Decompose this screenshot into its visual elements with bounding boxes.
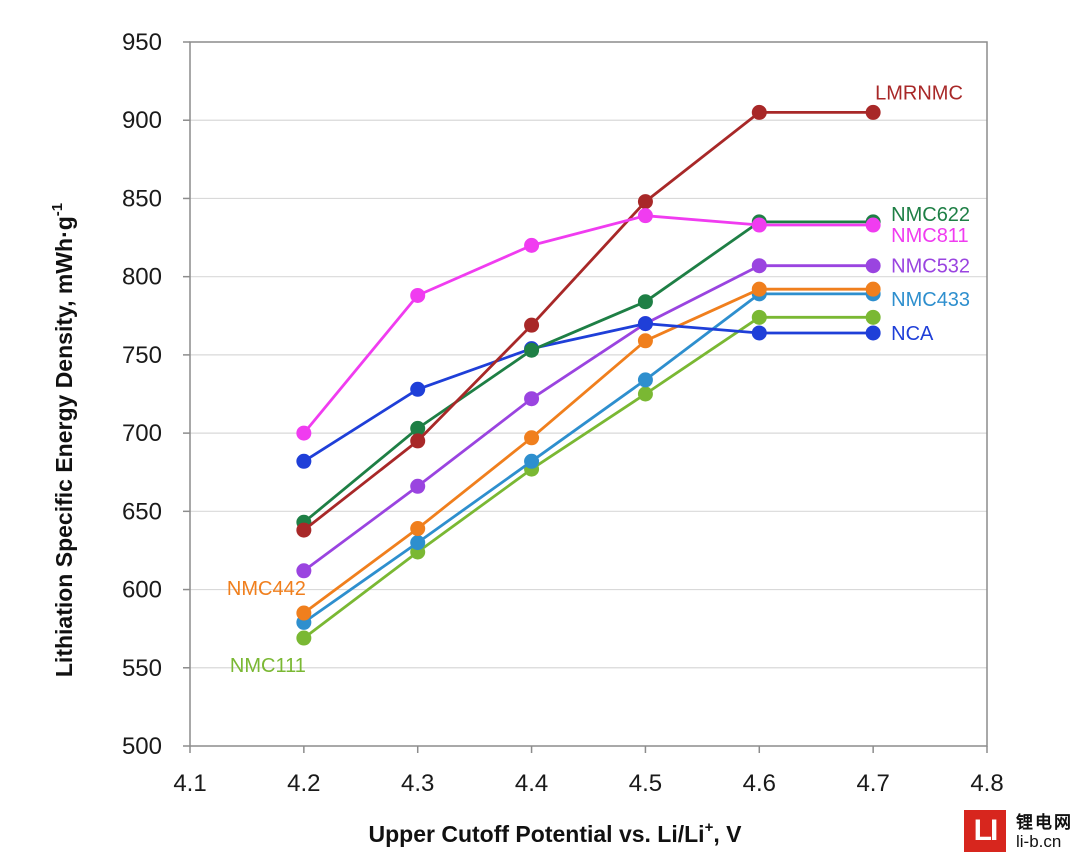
plot-area-border bbox=[189, 41, 988, 747]
data-point-nmc433 bbox=[637, 372, 653, 388]
data-point-nmc811 bbox=[410, 287, 426, 303]
data-point-nmc532 bbox=[524, 391, 540, 407]
y-tick-labels: 500 550 600 650 700 750 800 850 900 950 bbox=[122, 29, 190, 760]
x-tick-label: 4.3 bbox=[401, 770, 434, 797]
series-label-nmc111: NMC111 bbox=[230, 655, 306, 677]
data-point-nmc622 bbox=[637, 294, 653, 310]
x-tick-label: 4.1 bbox=[173, 770, 206, 797]
data-point-nmc433 bbox=[410, 535, 426, 551]
y-axis-title: Lithiation Specific Energy Density, mWh·… bbox=[49, 203, 77, 677]
axes bbox=[189, 41, 988, 747]
data-point-lmrnmc bbox=[637, 194, 653, 210]
series-label-nmc532: NMC532 bbox=[891, 256, 970, 278]
series-label-lmrnmc: LMRNMC bbox=[875, 82, 963, 104]
series-line-nmc433 bbox=[303, 292, 874, 624]
y-tick-label: 550 bbox=[122, 655, 162, 682]
data-point-nmc811 bbox=[637, 208, 653, 224]
data-point-nca bbox=[865, 325, 881, 341]
series-lines bbox=[296, 104, 881, 646]
data-point-lmrnmc bbox=[865, 104, 881, 120]
x-axis-title: Upper Cutoff Potential vs. Li/Li+, V bbox=[369, 819, 743, 847]
y-tick-label: 950 bbox=[122, 29, 162, 56]
data-point-nca bbox=[296, 453, 312, 469]
data-point-nmc811 bbox=[296, 425, 312, 441]
y-tick-label: 900 bbox=[122, 107, 162, 134]
series-label-nmc811: NMC811 bbox=[891, 225, 968, 247]
series-line-nmc622 bbox=[303, 220, 874, 524]
series-line-nmc111 bbox=[303, 315, 874, 640]
logo-chinese-text: 锂电网 bbox=[1016, 813, 1073, 833]
series-line-nmc811 bbox=[302, 214, 874, 434]
series-label-nca: NCA bbox=[891, 323, 934, 345]
x-tick-label: 4.6 bbox=[743, 770, 776, 797]
data-point-lmrnmc bbox=[296, 522, 312, 538]
data-point-lmrnmc bbox=[524, 317, 540, 333]
data-point-nmc111 bbox=[865, 309, 881, 325]
x-tick-label: 4.2 bbox=[287, 770, 320, 797]
series-label-nmc622: NMC622 bbox=[891, 204, 970, 226]
series-nmc532 bbox=[296, 258, 881, 579]
data-point-nmc532 bbox=[410, 478, 426, 494]
x-tick-label: 4.5 bbox=[629, 770, 662, 797]
data-point-nca bbox=[637, 316, 653, 332]
series-nca bbox=[296, 316, 881, 469]
logo-url: li-b.cn bbox=[1016, 832, 1062, 851]
data-point-nmc622 bbox=[410, 420, 426, 436]
series-line-nmc532 bbox=[303, 264, 874, 572]
data-point-nmc532 bbox=[751, 258, 767, 274]
data-point-nmc532 bbox=[296, 563, 312, 579]
data-point-nmc442 bbox=[524, 430, 540, 446]
series-lmrnmc bbox=[296, 104, 881, 538]
x-tick-label: 4.8 bbox=[970, 770, 1003, 797]
y-tick-label: 850 bbox=[122, 185, 162, 212]
data-point-nmc442 bbox=[410, 521, 426, 537]
series-label-nmc433: NMC433 bbox=[891, 289, 970, 311]
data-point-nmc442 bbox=[751, 281, 767, 297]
data-point-nmc442 bbox=[296, 605, 312, 621]
data-point-nmc811 bbox=[524, 237, 540, 253]
data-point-nmc811 bbox=[865, 217, 881, 233]
series-labels: NMC111 NMC433 NMC442 NMC532 NCA NMC622 LMRNMC N… bbox=[227, 82, 970, 677]
data-point-nmc442 bbox=[865, 281, 881, 297]
series-line-nca bbox=[303, 322, 874, 463]
y-tick-label: 600 bbox=[122, 577, 162, 604]
data-point-nmc111 bbox=[637, 386, 653, 402]
y-tick-label: 700 bbox=[122, 420, 162, 447]
series-nmc811 bbox=[296, 208, 881, 441]
data-point-nmc532 bbox=[865, 258, 881, 274]
series-line-lmrnmc bbox=[303, 111, 874, 532]
data-point-nmc622 bbox=[524, 342, 540, 358]
y-tick-label: 500 bbox=[122, 733, 162, 760]
x-tick-label: 4.7 bbox=[856, 770, 889, 797]
data-point-nmc811 bbox=[751, 217, 767, 233]
x-tick-labels: 4.1 4.2 4.3 4.4 4.5 4.6 4.7 4.8 bbox=[173, 746, 1004, 797]
data-point-lmrnmc bbox=[751, 104, 767, 120]
gridlines bbox=[190, 119, 987, 669]
logo-mark: LI bbox=[964, 810, 1006, 852]
series-nmc442 bbox=[296, 281, 881, 621]
y-tick-label: 750 bbox=[122, 342, 162, 369]
watermark-logo: LI 锂电网 li-b.cn bbox=[964, 806, 1076, 856]
series-line-nmc442 bbox=[303, 287, 874, 615]
y-tick-label: 800 bbox=[122, 264, 162, 291]
data-point-nmc111 bbox=[751, 309, 767, 325]
data-point-nmc442 bbox=[637, 333, 653, 349]
x-tick-label: 4.4 bbox=[515, 770, 548, 797]
data-point-nmc111 bbox=[296, 630, 312, 646]
data-point-nca bbox=[410, 381, 426, 397]
series-label-nmc442: NMC442 bbox=[227, 578, 306, 600]
y-tick-label: 650 bbox=[122, 498, 162, 525]
data-point-nmc433 bbox=[524, 453, 540, 469]
data-point-lmrnmc bbox=[410, 433, 426, 449]
data-point-nca bbox=[751, 325, 767, 341]
